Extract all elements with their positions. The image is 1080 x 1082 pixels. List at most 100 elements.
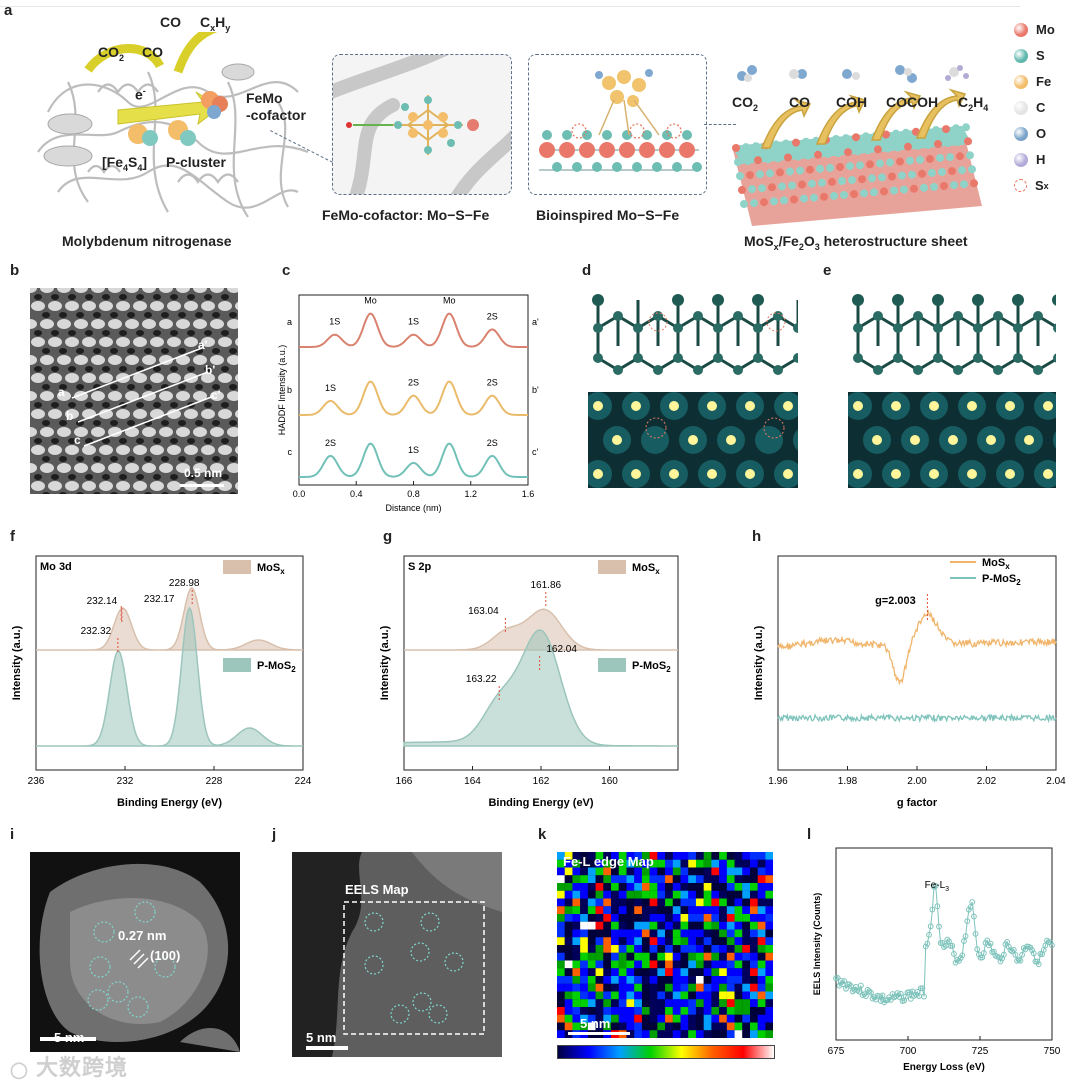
lattice-spot: [201, 373, 215, 383]
sheet-atom: [732, 144, 740, 152]
atom: [913, 365, 923, 375]
sim-atom: [745, 469, 755, 479]
peak-label: 2S: [487, 311, 498, 321]
product-c2h4: C2H4: [958, 94, 989, 113]
map-pixel: [680, 945, 689, 953]
map-pixel: [719, 945, 727, 953]
lattice-gap: [221, 474, 229, 480]
legend-swatch: [1014, 22, 1028, 37]
sheet-atom: [870, 188, 878, 197]
sheet-atom: [924, 140, 932, 149]
map-pixel: [564, 1014, 573, 1023]
eels-point: [921, 993, 927, 1000]
pristine-model-e: [848, 294, 1056, 488]
eels-point: [936, 923, 942, 930]
sheet-atom: [874, 145, 882, 154]
lattice-spot: [210, 463, 224, 473]
peak-label: 228.98: [169, 578, 200, 589]
map-pixel: [572, 945, 581, 953]
map-pixel: [564, 976, 573, 984]
eels-point: [974, 946, 981, 953]
scale-bar-b: [180, 484, 224, 487]
lattice-gap: [136, 330, 144, 336]
map-pixel: [757, 983, 766, 992]
lattice-spot: [210, 355, 224, 365]
vacancy-marker: [645, 417, 667, 439]
map-pixel: [641, 1022, 650, 1031]
p-cluster-blob: [128, 120, 196, 146]
x-axis-label: g factor: [897, 797, 938, 809]
map-pixel: [688, 968, 697, 977]
eels-point: [838, 978, 844, 984]
map-pixel: [649, 1007, 658, 1015]
lattice-gap: [178, 312, 186, 318]
map-pixel: [611, 914, 619, 922]
lattice-gap: [59, 384, 67, 390]
map-pixel: [603, 921, 612, 930]
atom: [773, 365, 783, 375]
map-pixel: [626, 890, 635, 899]
sheet-atom: [906, 156, 914, 165]
lattice-gap: [195, 312, 203, 318]
lattice-gap: [34, 474, 42, 480]
map-pixel: [665, 859, 673, 868]
map-pixel: [688, 906, 697, 915]
map-pixel: [587, 859, 596, 868]
map-pixel: [750, 968, 758, 977]
map-pixel: [695, 890, 704, 899]
eels-point: [846, 981, 853, 988]
xps-s2p-chart: 166 164 162 160 Binding Energy (eV) Intensity…: [379, 555, 679, 809]
map-pixel: [680, 1022, 689, 1031]
lattice-spot: [40, 391, 54, 401]
sheet-atom: [742, 143, 750, 152]
plot-frame: [35, 555, 304, 771]
sheet-atom: [886, 158, 894, 167]
sim-atom: [745, 401, 755, 411]
sheet-atom: [774, 154, 782, 163]
lattice-gap: [34, 366, 42, 372]
legend-item-fe: Fe: [1014, 74, 1051, 89]
eels-point: [854, 987, 861, 994]
map-pixel: [564, 929, 573, 938]
x-tick-label: 0.8: [407, 489, 420, 499]
eels-point: [867, 989, 874, 996]
spectrum-1: [403, 629, 678, 747]
map-pixel: [711, 952, 720, 961]
map-pixel: [657, 890, 666, 899]
lattice-gap: [93, 312, 101, 318]
map-pixel: [665, 1007, 673, 1015]
map-pixel: [657, 929, 666, 938]
map-pixel: [757, 883, 766, 891]
map-pixel: [634, 859, 642, 868]
lattice-gap: [59, 348, 67, 354]
map-pixel: [726, 921, 735, 930]
profile-line: [77, 371, 209, 423]
map-pixel: [742, 991, 751, 1000]
eels-point: [1044, 937, 1050, 944]
map-pixel: [711, 898, 720, 907]
map-pixel: [634, 952, 642, 961]
map-pixel: [719, 898, 727, 907]
map-pixel: [672, 945, 681, 953]
atom: [973, 353, 983, 363]
lattice-spot: [108, 391, 122, 401]
scale-label-i: 5 nm: [54, 1030, 85, 1045]
legend-swatch: [1014, 179, 1027, 192]
lattice-gap: [187, 366, 195, 372]
sheet-atom: [790, 195, 798, 204]
g-annotation: g=2.003: [875, 595, 916, 607]
map-pixel: [688, 921, 697, 930]
lattice-spot: [91, 427, 105, 437]
map-pixel: [750, 991, 758, 1000]
watermark: ◯ 大数跨境: [10, 1055, 129, 1080]
map-pixel: [688, 1014, 697, 1023]
x-tick-label: 700: [900, 1046, 917, 1057]
map-pixel: [672, 952, 681, 961]
map-pixel: [688, 898, 697, 907]
map-pixel: [580, 945, 588, 953]
map-pixel: [564, 890, 573, 899]
lattice-spot: [74, 355, 88, 365]
map-pixel: [726, 960, 735, 969]
lattice-spot: [125, 463, 139, 473]
